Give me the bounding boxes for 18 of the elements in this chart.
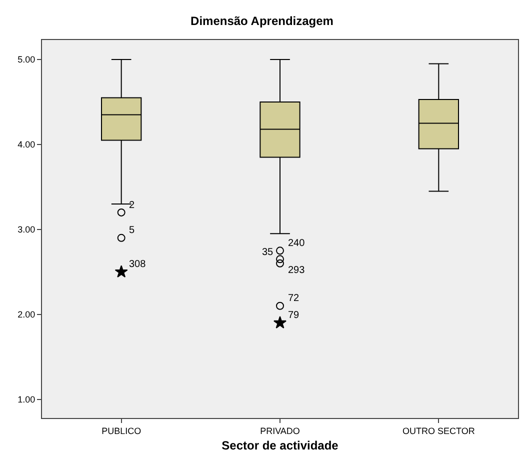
annotation: 72	[288, 293, 300, 304]
x-tick-label: PRIVADO	[260, 426, 300, 436]
annotation: 308	[129, 259, 146, 270]
annotation: 240	[288, 238, 306, 249]
y-tick-label: 1.00	[18, 394, 36, 404]
x-tick-label: OUTRO SECTOR	[402, 426, 476, 436]
y-tick-label: 5.00	[18, 54, 36, 65]
y-tick-label: 3.00	[18, 224, 36, 235]
chart-title: Dimensão Aprendizagem	[190, 14, 334, 28]
annotation: 293	[288, 265, 306, 276]
y-tick-label: 4.00	[18, 140, 36, 150]
annotation: 35	[262, 247, 274, 258]
x-tick-label: PUBLICO	[102, 426, 142, 436]
annotation: 5	[129, 225, 135, 236]
y-tick-label: 2.00	[18, 310, 36, 320]
annotation: 2	[129, 200, 135, 211]
x-axis-title: Sector de actividade	[222, 438, 339, 453]
annotation: 79	[288, 310, 300, 321]
